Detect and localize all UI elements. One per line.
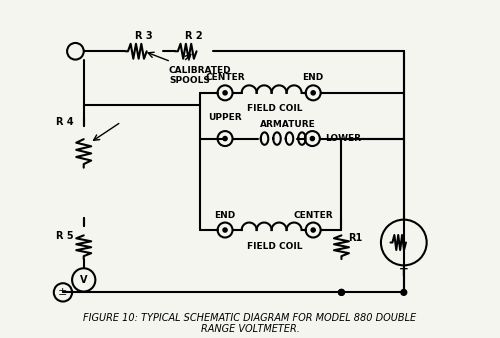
Text: LOWER: LOWER (325, 134, 361, 143)
Circle shape (401, 289, 406, 295)
Text: CALIBRATED
SPOOLS: CALIBRATED SPOOLS (169, 66, 232, 85)
Text: R 5: R 5 (56, 231, 74, 241)
Circle shape (223, 91, 227, 95)
Circle shape (223, 228, 227, 232)
Circle shape (338, 289, 344, 295)
Text: T: T (400, 268, 407, 278)
Text: END: END (302, 73, 324, 82)
Circle shape (310, 137, 314, 141)
Text: END: END (214, 211, 236, 220)
Text: FIELD COIL: FIELD COIL (247, 104, 302, 114)
Text: R 2: R 2 (185, 31, 202, 41)
Text: CENTER: CENTER (294, 211, 333, 220)
Text: R 4: R 4 (56, 117, 74, 127)
Text: R 3: R 3 (135, 31, 153, 41)
Text: ±: ± (58, 287, 68, 297)
Text: FIELD COIL: FIELD COIL (247, 242, 302, 251)
Text: UPPER: UPPER (208, 113, 242, 122)
Text: R1: R1 (348, 233, 362, 243)
Text: CENTER: CENTER (205, 73, 245, 82)
Circle shape (223, 137, 227, 141)
Circle shape (311, 228, 316, 232)
Text: FIGURE 10: TYPICAL SCHEMATIC DIAGRAM FOR MODEL 880 DOUBLE
RANGE VOLTMETER.: FIGURE 10: TYPICAL SCHEMATIC DIAGRAM FOR… (84, 313, 416, 334)
Circle shape (338, 289, 344, 295)
Circle shape (311, 91, 316, 95)
Text: V: V (80, 275, 88, 285)
Text: ARMATURE: ARMATURE (260, 120, 316, 129)
